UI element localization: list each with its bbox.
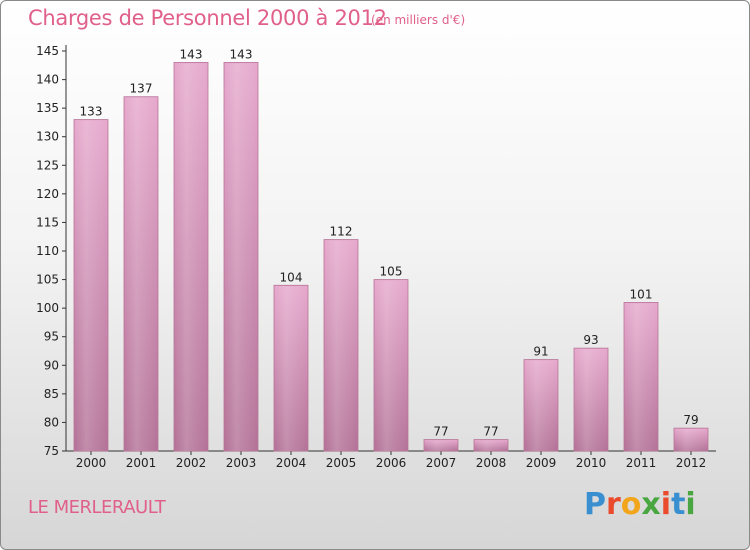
bar-highlight <box>325 240 357 451</box>
bar-highlight <box>425 440 457 451</box>
logo-letter: x <box>641 487 661 522</box>
bar-highlight <box>75 120 107 452</box>
x-tick-label: 2005 <box>326 456 357 470</box>
x-tick-label: 2011 <box>626 456 657 470</box>
bar-highlight <box>175 63 207 452</box>
x-tick-label: 2006 <box>376 456 407 470</box>
bar-value-label: 93 <box>583 333 598 347</box>
y-tick-label: 130 <box>36 130 59 144</box>
bar-highlight <box>675 429 707 451</box>
x-tick-label: 2003 <box>226 456 257 470</box>
x-tick-label: 2002 <box>176 456 207 470</box>
y-tick-label: 95 <box>44 330 59 344</box>
logo-letter: r <box>606 487 621 522</box>
logo-letter: o <box>620 487 642 522</box>
bar-highlight <box>625 303 657 451</box>
bar-value-label: 77 <box>433 425 448 439</box>
bar-value-label: 112 <box>330 225 353 239</box>
y-tick-label: 110 <box>36 244 59 258</box>
x-tick-label: 2008 <box>476 456 507 470</box>
y-tick-label: 105 <box>36 273 59 287</box>
bar-highlight <box>575 349 607 451</box>
bar-highlight <box>275 286 307 451</box>
x-tick-label: 2012 <box>676 456 707 470</box>
logo-letter: i <box>660 487 672 522</box>
y-tick-label: 140 <box>36 73 59 87</box>
x-tick-label: 2000 <box>76 456 107 470</box>
bar-value-label: 143 <box>180 47 203 61</box>
proxiti-logo: Proxiti <box>584 487 696 522</box>
bar-value-label: 137 <box>130 82 153 96</box>
bar-highlight <box>125 97 157 451</box>
logo-letter: P <box>584 487 606 522</box>
x-tick-label: 2001 <box>126 456 157 470</box>
x-tick-label: 2009 <box>526 456 557 470</box>
bar-value-label: 101 <box>630 287 653 301</box>
x-tick-label: 2010 <box>576 456 607 470</box>
y-tick-label: 145 <box>36 44 59 58</box>
bar-value-label: 133 <box>80 105 103 119</box>
bar-value-label: 105 <box>380 265 403 279</box>
logo-letter: i <box>685 487 696 522</box>
y-tick-label: 100 <box>36 301 59 315</box>
bar-highlight <box>225 63 257 452</box>
bar-highlight <box>375 280 407 451</box>
logo-letter: t <box>671 487 686 522</box>
bar-highlight <box>525 360 557 451</box>
bar-value-label: 91 <box>533 345 548 359</box>
y-tick-label: 85 <box>44 387 59 401</box>
y-tick-label: 115 <box>36 215 59 229</box>
y-tick-label: 90 <box>44 358 59 372</box>
y-tick-label: 75 <box>44 444 59 458</box>
bar-value-label: 143 <box>230 47 253 61</box>
bar-highlight <box>475 440 507 451</box>
chart-title: Charges de Personnel 2000 à 2012 <box>28 6 387 30</box>
chart-unit: (en milliers d'€) <box>371 13 466 27</box>
y-tick-label: 135 <box>36 101 59 115</box>
y-tick-label: 125 <box>36 158 59 172</box>
bar-value-label: 104 <box>280 270 303 284</box>
y-tick-label: 120 <box>36 187 59 201</box>
bar-value-label: 79 <box>683 413 698 427</box>
x-tick-label: 2004 <box>276 456 307 470</box>
x-tick-label: 2007 <box>426 456 457 470</box>
bar-value-label: 77 <box>483 425 498 439</box>
y-tick-label: 80 <box>44 415 59 429</box>
commune-name: LE MERLERAULT <box>28 497 166 518</box>
